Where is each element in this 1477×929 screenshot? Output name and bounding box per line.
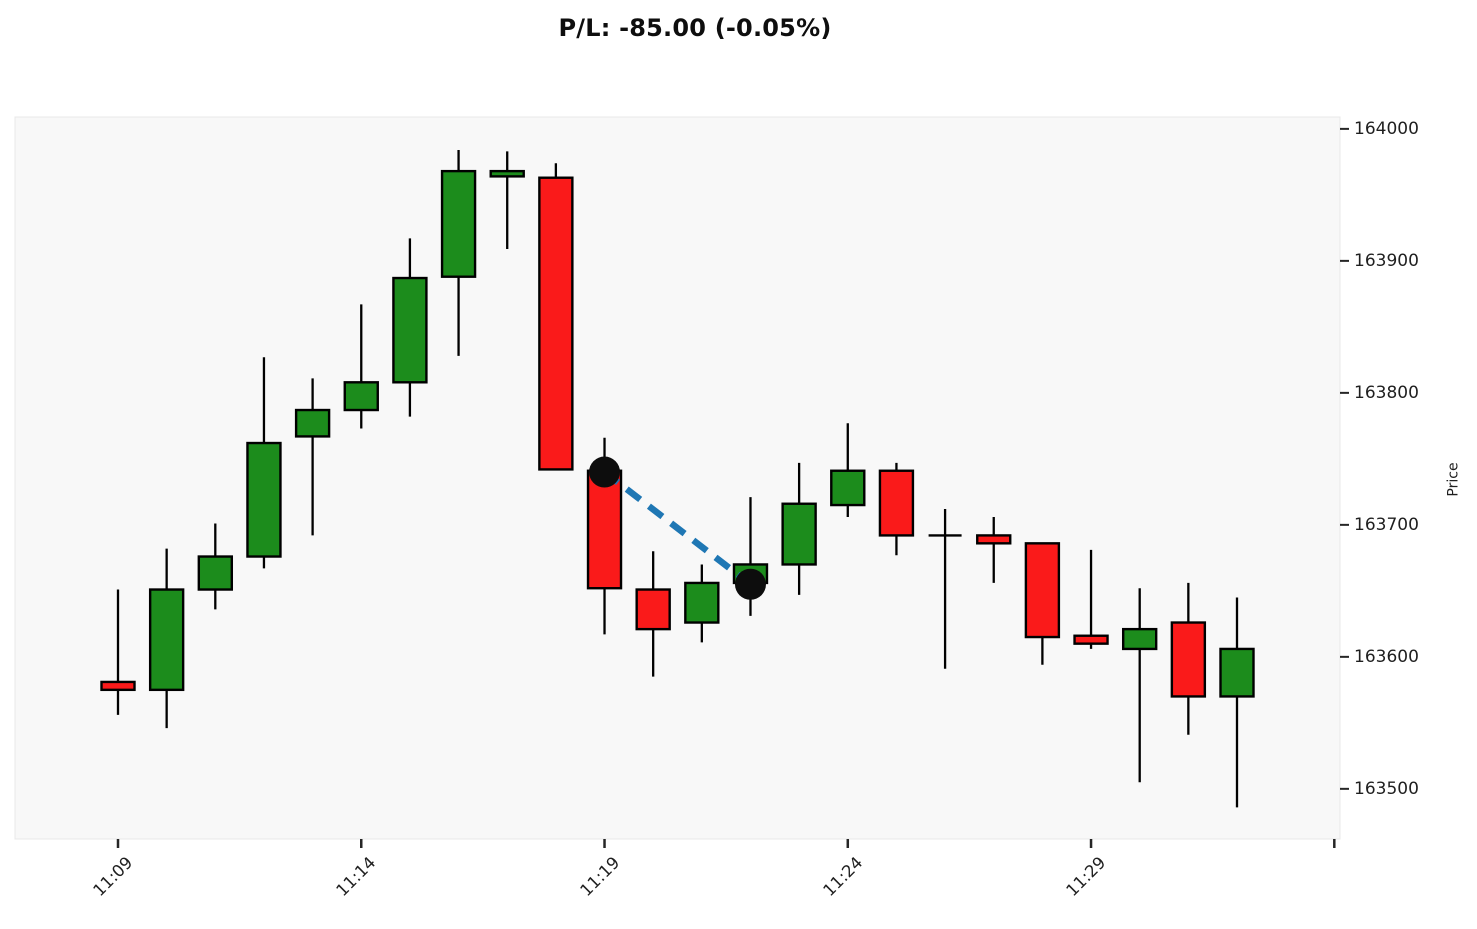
- y-tick-label: 163800: [1354, 382, 1419, 403]
- candle-body-down: [586, 469, 623, 590]
- candle-body-down: [976, 534, 1012, 545]
- y-tick-label: 163700: [1354, 514, 1419, 535]
- trade-exit-marker: [734, 568, 766, 600]
- trade-entry-marker: [589, 456, 621, 488]
- candle-body-up: [1121, 627, 1158, 651]
- y-tick-label: 164000: [1354, 118, 1419, 139]
- candle-body-down: [1170, 621, 1207, 698]
- candle-body-up: [781, 502, 817, 566]
- candle-body-up: [1219, 647, 1255, 698]
- candle-body-down: [538, 176, 574, 471]
- y-tick-label: 163900: [1354, 250, 1419, 271]
- candle-body-up: [440, 169, 477, 278]
- candle-body-up: [830, 469, 866, 507]
- chart-title: P/L: -85.00 (-0.05%): [558, 14, 832, 42]
- candle-body-up: [684, 581, 720, 624]
- candle-body-up: [294, 408, 331, 438]
- candle-body-down: [878, 469, 915, 537]
- y-tick-label: 163600: [1354, 646, 1419, 667]
- candle-body-down: [1024, 542, 1061, 639]
- candle-body-up: [343, 381, 379, 412]
- candle-body-up: [246, 441, 282, 558]
- candle-body-up: [392, 276, 428, 384]
- candle-body-down: [100, 680, 136, 692]
- y-tick-label: 163500: [1354, 778, 1419, 799]
- trade-line: [602, 469, 753, 587]
- y-axis-title: Price: [1445, 462, 1462, 497]
- candle-body-down: [635, 588, 671, 631]
- candle-body-up: [148, 588, 185, 692]
- plot-area: [14, 116, 1341, 840]
- candle-body-up: [197, 555, 234, 591]
- candle-body-up: [489, 169, 525, 178]
- candle-body-down: [1073, 634, 1109, 645]
